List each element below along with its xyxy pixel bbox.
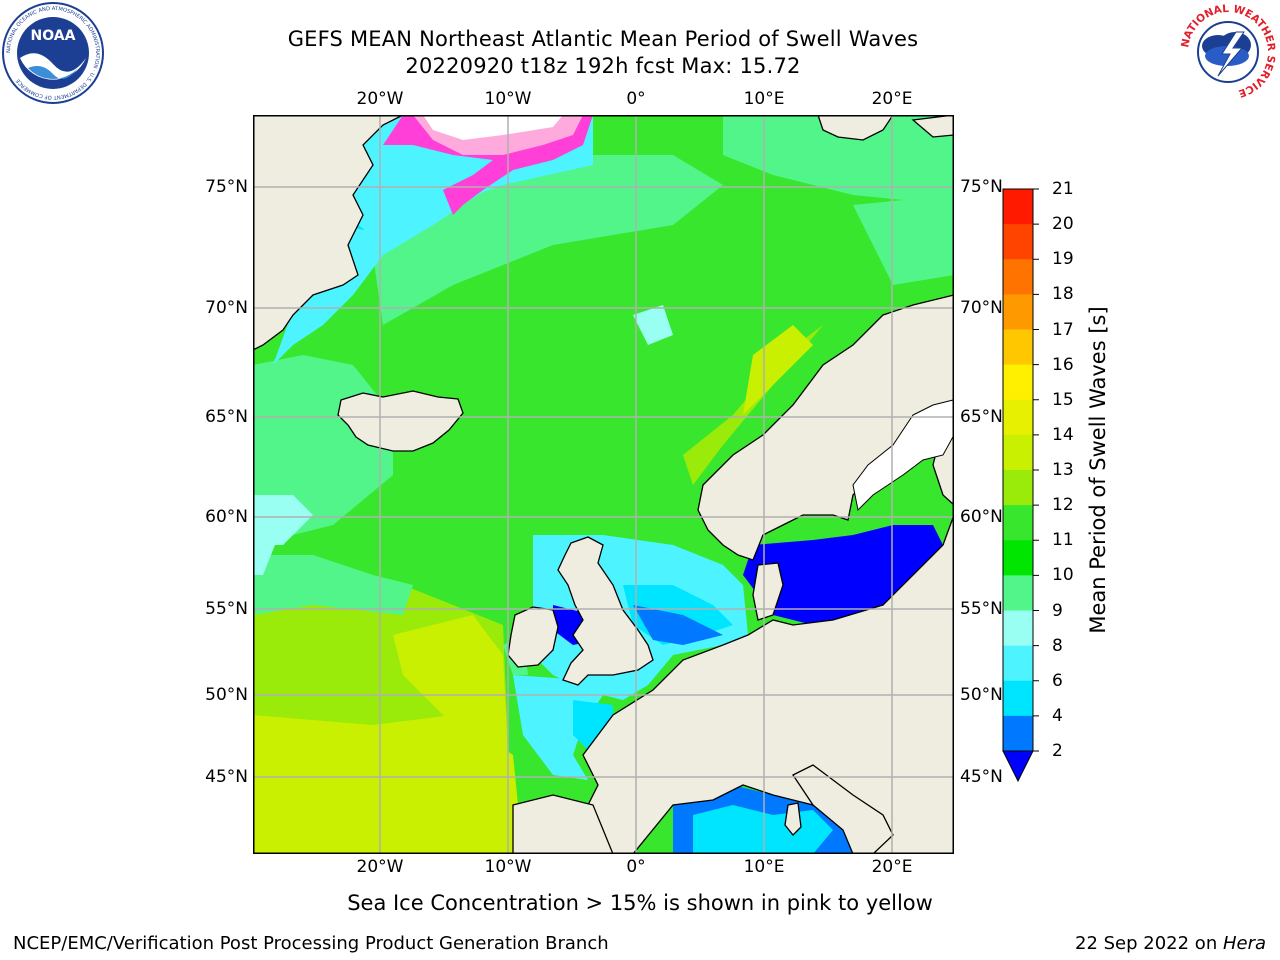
lon-label-top: 10°W <box>484 89 532 109</box>
lat-label-right: 70°N <box>960 298 1003 318</box>
colorbar-segment <box>1003 645 1033 682</box>
colorbar-segment <box>1003 364 1033 401</box>
run-date: 22 Sep 2022 on Hera <box>1075 933 1266 954</box>
lat-label-right: 55°N <box>960 599 1003 619</box>
lat-label-right: 45°N <box>960 767 1003 787</box>
colorbar-segment <box>1003 540 1033 576</box>
colorbar-segment <box>1003 329 1033 366</box>
nws-logo: NATIONAL WEATHER SERVICE <box>1178 2 1278 102</box>
colorbar-title: Mean Period of Swell Waves [s] <box>1086 306 1110 634</box>
denmark <box>752 562 784 621</box>
lat-label-left: 45°N <box>205 767 248 787</box>
colorbar-tick-label: 14 <box>1052 424 1074 445</box>
noaa-logo: NOAA NATIONAL OCEANIC AND ATMOSPHERIC AD… <box>2 2 104 104</box>
colorbar-segment <box>1003 575 1033 611</box>
lat-label-right: 50°N <box>960 685 1003 705</box>
colorbar-tick-label: 17 <box>1052 319 1074 340</box>
iberia <box>512 794 614 854</box>
colorbar-tick-label: 10 <box>1052 565 1074 586</box>
credit-text: NCEP/EMC/Verification Post Processing Pr… <box>13 933 609 954</box>
run-date-text: 22 Sep 2022 on <box>1075 933 1223 954</box>
colorbar-segment <box>1003 505 1033 541</box>
noaa-logo-text: NOAA <box>31 28 76 44</box>
colorbar-underflow-arrow <box>1002 750 1034 783</box>
colorbar-tick-label: 11 <box>1052 530 1074 551</box>
colorbar-tick-label: 9 <box>1052 600 1063 621</box>
colorbar-tick-label: 18 <box>1052 284 1074 305</box>
colorbar-segment <box>1003 259 1033 295</box>
colorbar-tick-label: 13 <box>1052 460 1074 480</box>
colorbar-tick-label: 4 <box>1052 705 1063 726</box>
lon-label-bottom: 20°E <box>871 857 913 877</box>
lat-label-right: 65°N <box>960 407 1003 427</box>
colorbar-tick-label: 20 <box>1052 214 1074 235</box>
lat-label-left: 55°N <box>205 599 248 619</box>
map-frame <box>253 115 954 854</box>
colorbar-tick-label: 21 <box>1052 179 1074 199</box>
lat-label-left: 60°N <box>205 507 248 527</box>
lat-label-left: 65°N <box>205 407 248 427</box>
sea-ice-note: Sea Ice Concentration > 15% is shown in … <box>347 891 933 915</box>
italy <box>792 764 894 854</box>
colorbar-segment <box>1003 680 1033 717</box>
graticule <box>253 115 954 854</box>
colorbar-segment <box>1003 715 1033 752</box>
map-subtitle: 20220920 t18z 192h fcst Max: 15.72 <box>405 54 801 78</box>
colorbar-tick-label: 12 <box>1052 495 1074 516</box>
colorbar-tick-label: 6 <box>1052 670 1063 691</box>
lat-label-left: 70°N <box>205 298 248 318</box>
machine-name: Hera <box>1222 933 1266 954</box>
colorbar-tick-label: 8 <box>1052 635 1063 656</box>
greenland <box>253 115 404 351</box>
lon-label-top: 20°W <box>356 89 404 109</box>
colorbar-segment <box>1003 470 1033 506</box>
colorbar-segment <box>1003 610 1033 647</box>
colorbar-tick-label: 19 <box>1052 249 1074 270</box>
lon-label-bottom: 10°E <box>743 857 785 877</box>
lon-label-top: 20°E <box>871 89 913 109</box>
lat-label-left: 75°N <box>205 177 248 197</box>
colorbar-segment <box>1003 224 1033 260</box>
colorbar <box>1002 188 1039 783</box>
map-title: GEFS MEAN Northeast Atlantic Mean Period… <box>287 27 919 51</box>
colorbar-tick-label: 15 <box>1052 389 1074 410</box>
iceland <box>337 390 464 452</box>
colorbar-segment <box>1003 294 1033 330</box>
svalbard <box>817 115 894 141</box>
colorbar-segment <box>1003 189 1033 225</box>
lon-label-top: 0° <box>626 89 646 109</box>
lon-label-bottom: 0° <box>626 857 646 877</box>
lat-label-left: 50°N <box>205 685 248 705</box>
colorbar-segment <box>1003 434 1033 471</box>
great-britain <box>557 536 654 686</box>
colorbar-tick-label: 16 <box>1052 354 1074 375</box>
lat-label-right: 75°N <box>960 177 1003 197</box>
lat-label-right: 60°N <box>960 507 1003 527</box>
lon-label-bottom: 20°W <box>356 857 404 877</box>
land-masses <box>253 115 954 854</box>
lon-label-top: 10°E <box>743 89 785 109</box>
continental-europe <box>582 514 954 854</box>
colorbar-tick-label: 2 <box>1052 741 1063 761</box>
lon-label-bottom: 10°W <box>484 857 532 877</box>
colorbar-segment <box>1003 399 1033 436</box>
